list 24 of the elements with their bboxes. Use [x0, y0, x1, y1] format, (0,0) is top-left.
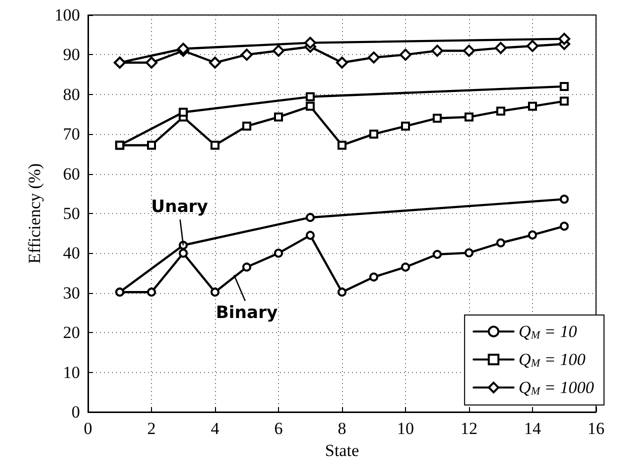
- y-tick-label: 50: [63, 204, 80, 223]
- x-tick-label: 16: [588, 419, 604, 438]
- x-tick-label: 8: [338, 419, 346, 438]
- y-tick-label: 10: [63, 362, 80, 382]
- y-tick-label: 90: [63, 45, 80, 64]
- x-tick-label: 0: [84, 419, 92, 438]
- x-tick-label: 4: [210, 419, 220, 438]
- annotation: Binary: [216, 303, 278, 324]
- x-axis-title: State: [325, 441, 359, 460]
- annotation: Unary: [151, 196, 208, 217]
- y-tick-label: 20: [63, 323, 80, 342]
- y-tick-label: 60: [63, 164, 80, 184]
- y-tick-label: 40: [63, 244, 80, 263]
- y-tick-label: 0: [72, 402, 80, 422]
- y-tick-label: 30: [63, 283, 80, 302]
- y-tick-label: 80: [63, 84, 80, 104]
- y-tick-label: 70: [63, 124, 80, 144]
- y-tick-label: 100: [54, 6, 80, 24]
- x-tick-label: 6: [274, 419, 283, 438]
- y-axis-title: Efficiency (%): [25, 163, 44, 264]
- x-tick-label: 2: [147, 419, 156, 438]
- x-tick-label: 10: [397, 419, 414, 438]
- x-tick-label: 12: [460, 419, 478, 438]
- x-tick-label: 14: [524, 419, 542, 438]
